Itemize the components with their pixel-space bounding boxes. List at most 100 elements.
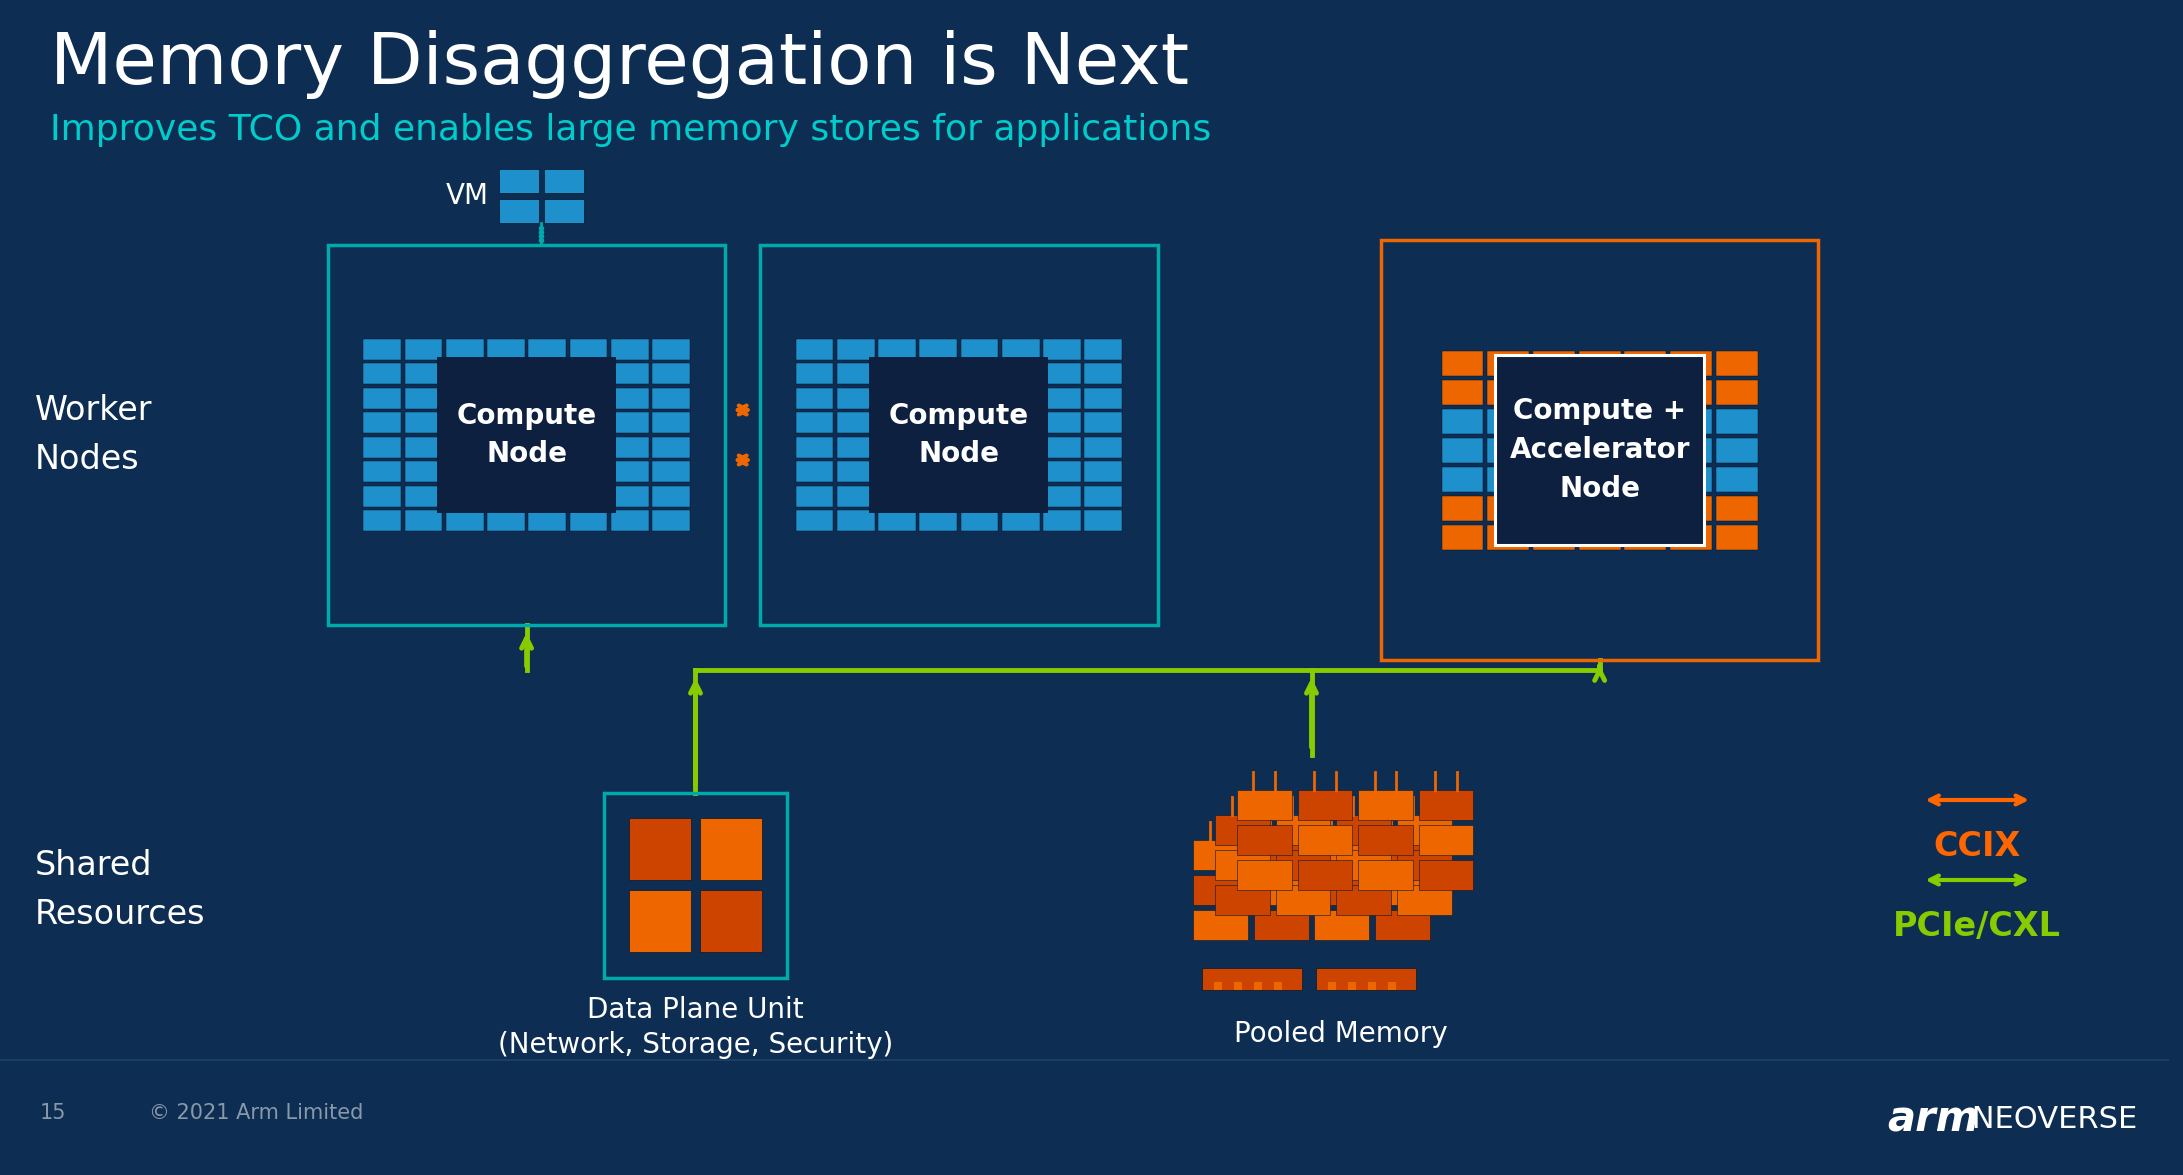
- FancyBboxPatch shape: [445, 363, 485, 384]
- FancyBboxPatch shape: [1487, 437, 1528, 463]
- FancyBboxPatch shape: [1532, 437, 1574, 463]
- FancyBboxPatch shape: [878, 412, 917, 434]
- Text: Memory Disaggregation is Next: Memory Disaggregation is Next: [50, 31, 1190, 99]
- FancyBboxPatch shape: [1441, 466, 1484, 491]
- FancyBboxPatch shape: [570, 437, 607, 458]
- FancyBboxPatch shape: [653, 338, 690, 360]
- FancyBboxPatch shape: [878, 388, 917, 409]
- FancyBboxPatch shape: [919, 412, 956, 434]
- FancyBboxPatch shape: [1624, 409, 1666, 434]
- FancyBboxPatch shape: [1532, 524, 1574, 550]
- FancyBboxPatch shape: [1578, 437, 1620, 463]
- FancyBboxPatch shape: [1578, 524, 1620, 550]
- Text: PCIe/CXL: PCIe/CXL: [1893, 909, 2061, 944]
- FancyBboxPatch shape: [1085, 437, 1122, 458]
- FancyBboxPatch shape: [611, 510, 648, 531]
- FancyBboxPatch shape: [653, 510, 690, 531]
- FancyBboxPatch shape: [878, 363, 917, 384]
- FancyBboxPatch shape: [1085, 485, 1122, 506]
- FancyBboxPatch shape: [1716, 409, 1757, 434]
- FancyBboxPatch shape: [362, 485, 402, 506]
- FancyBboxPatch shape: [487, 485, 524, 506]
- FancyBboxPatch shape: [1578, 380, 1620, 404]
- FancyBboxPatch shape: [961, 462, 998, 482]
- FancyBboxPatch shape: [1238, 860, 1292, 889]
- FancyBboxPatch shape: [1329, 982, 1336, 991]
- FancyBboxPatch shape: [1085, 338, 1122, 360]
- FancyBboxPatch shape: [1043, 437, 1081, 458]
- FancyBboxPatch shape: [795, 510, 834, 531]
- FancyBboxPatch shape: [836, 388, 875, 409]
- FancyBboxPatch shape: [445, 437, 485, 458]
- FancyBboxPatch shape: [1670, 409, 1711, 434]
- FancyBboxPatch shape: [1203, 968, 1301, 991]
- FancyBboxPatch shape: [528, 363, 565, 384]
- FancyBboxPatch shape: [961, 437, 998, 458]
- FancyBboxPatch shape: [1297, 860, 1351, 889]
- FancyBboxPatch shape: [1085, 510, 1122, 531]
- FancyBboxPatch shape: [836, 437, 875, 458]
- FancyBboxPatch shape: [1532, 409, 1574, 434]
- FancyBboxPatch shape: [528, 437, 565, 458]
- FancyBboxPatch shape: [570, 338, 607, 360]
- FancyBboxPatch shape: [1487, 466, 1528, 491]
- FancyBboxPatch shape: [528, 510, 565, 531]
- FancyBboxPatch shape: [1238, 790, 1292, 820]
- FancyBboxPatch shape: [1194, 909, 1249, 940]
- FancyBboxPatch shape: [1532, 466, 1574, 491]
- FancyBboxPatch shape: [528, 485, 565, 506]
- FancyBboxPatch shape: [1002, 412, 1039, 434]
- FancyBboxPatch shape: [1441, 437, 1484, 463]
- FancyBboxPatch shape: [445, 338, 485, 360]
- FancyBboxPatch shape: [528, 412, 565, 434]
- FancyBboxPatch shape: [1043, 412, 1081, 434]
- FancyBboxPatch shape: [1369, 982, 1375, 991]
- FancyBboxPatch shape: [1002, 363, 1039, 384]
- FancyBboxPatch shape: [487, 363, 524, 384]
- FancyBboxPatch shape: [653, 462, 690, 482]
- FancyBboxPatch shape: [445, 388, 485, 409]
- FancyBboxPatch shape: [1624, 466, 1666, 491]
- FancyBboxPatch shape: [1273, 982, 1281, 991]
- FancyBboxPatch shape: [1397, 815, 1452, 845]
- FancyBboxPatch shape: [1253, 875, 1308, 905]
- FancyBboxPatch shape: [528, 388, 565, 409]
- FancyBboxPatch shape: [1314, 875, 1369, 905]
- FancyBboxPatch shape: [362, 412, 402, 434]
- FancyBboxPatch shape: [1670, 380, 1711, 404]
- FancyBboxPatch shape: [653, 437, 690, 458]
- FancyBboxPatch shape: [404, 485, 443, 506]
- FancyBboxPatch shape: [1316, 968, 1417, 991]
- FancyBboxPatch shape: [404, 363, 443, 384]
- FancyBboxPatch shape: [1441, 409, 1484, 434]
- FancyBboxPatch shape: [869, 357, 1048, 512]
- FancyBboxPatch shape: [836, 363, 875, 384]
- FancyBboxPatch shape: [836, 485, 875, 506]
- FancyBboxPatch shape: [404, 338, 443, 360]
- FancyBboxPatch shape: [611, 412, 648, 434]
- FancyBboxPatch shape: [1716, 380, 1757, 404]
- Text: Data Plane Unit
(Network, Storage, Security): Data Plane Unit (Network, Storage, Secur…: [498, 995, 893, 1059]
- FancyBboxPatch shape: [1275, 850, 1329, 880]
- FancyBboxPatch shape: [1578, 409, 1620, 434]
- FancyBboxPatch shape: [1043, 388, 1081, 409]
- FancyBboxPatch shape: [1487, 496, 1528, 521]
- Text: arm: arm: [1888, 1099, 1980, 1141]
- Text: Compute +
Accelerator
Node: Compute + Accelerator Node: [1508, 397, 1690, 503]
- Text: Worker
Nodes: Worker Nodes: [35, 394, 153, 476]
- FancyBboxPatch shape: [570, 462, 607, 482]
- FancyBboxPatch shape: [1487, 524, 1528, 550]
- FancyBboxPatch shape: [544, 169, 585, 193]
- FancyBboxPatch shape: [1495, 355, 1705, 545]
- FancyBboxPatch shape: [1670, 437, 1711, 463]
- Text: NEOVERSE: NEOVERSE: [1963, 1106, 2137, 1135]
- FancyBboxPatch shape: [1578, 466, 1620, 491]
- FancyBboxPatch shape: [1419, 860, 1474, 889]
- FancyBboxPatch shape: [437, 357, 616, 512]
- FancyBboxPatch shape: [1624, 380, 1666, 404]
- FancyBboxPatch shape: [570, 485, 607, 506]
- FancyBboxPatch shape: [611, 485, 648, 506]
- FancyBboxPatch shape: [1670, 350, 1711, 376]
- FancyBboxPatch shape: [570, 412, 607, 434]
- FancyBboxPatch shape: [919, 462, 956, 482]
